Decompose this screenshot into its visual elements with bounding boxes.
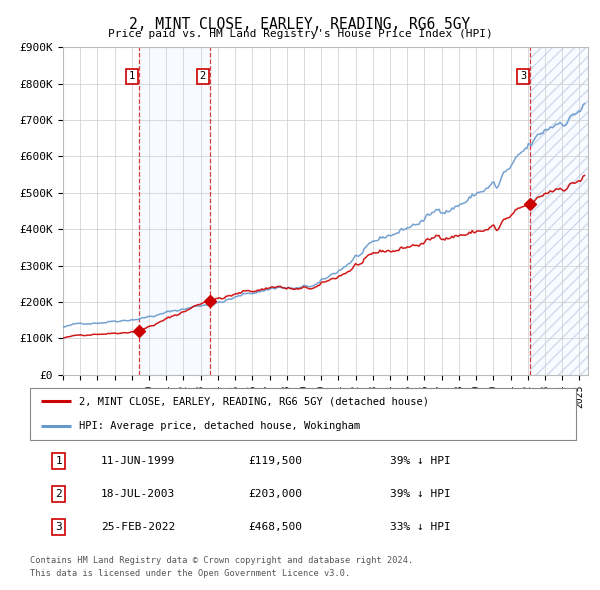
Text: 2: 2	[56, 489, 62, 499]
Text: 39% ↓ HPI: 39% ↓ HPI	[391, 456, 451, 466]
Text: 2, MINT CLOSE, EARLEY, READING, RG6 5GY (detached house): 2, MINT CLOSE, EARLEY, READING, RG6 5GY …	[79, 396, 429, 406]
Bar	[139, 47, 210, 375]
Text: Price paid vs. HM Land Registry's House Price Index (HPI): Price paid vs. HM Land Registry's House …	[107, 29, 493, 39]
Text: HPI: Average price, detached house, Wokingham: HPI: Average price, detached house, Woki…	[79, 421, 361, 431]
Text: £203,000: £203,000	[248, 489, 302, 499]
Text: 2: 2	[200, 71, 206, 81]
Bar	[530, 47, 588, 375]
Text: £119,500: £119,500	[248, 456, 302, 466]
Text: 3: 3	[56, 522, 62, 532]
Bar	[530, 47, 588, 375]
Text: 11-JUN-1999: 11-JUN-1999	[101, 456, 175, 466]
Text: 1: 1	[56, 456, 62, 466]
Text: 39% ↓ HPI: 39% ↓ HPI	[391, 489, 451, 499]
Text: Contains HM Land Registry data © Crown copyright and database right 2024.: Contains HM Land Registry data © Crown c…	[30, 556, 413, 565]
Text: This data is licensed under the Open Government Licence v3.0.: This data is licensed under the Open Gov…	[30, 569, 350, 578]
Text: 1: 1	[129, 71, 136, 81]
Text: 33% ↓ HPI: 33% ↓ HPI	[391, 522, 451, 532]
Text: 18-JUL-2003: 18-JUL-2003	[101, 489, 175, 499]
Text: £468,500: £468,500	[248, 522, 302, 532]
Text: 2, MINT CLOSE, EARLEY, READING, RG6 5GY: 2, MINT CLOSE, EARLEY, READING, RG6 5GY	[130, 17, 470, 31]
FancyBboxPatch shape	[30, 388, 576, 440]
Text: 3: 3	[520, 71, 526, 81]
Text: 25-FEB-2022: 25-FEB-2022	[101, 522, 175, 532]
